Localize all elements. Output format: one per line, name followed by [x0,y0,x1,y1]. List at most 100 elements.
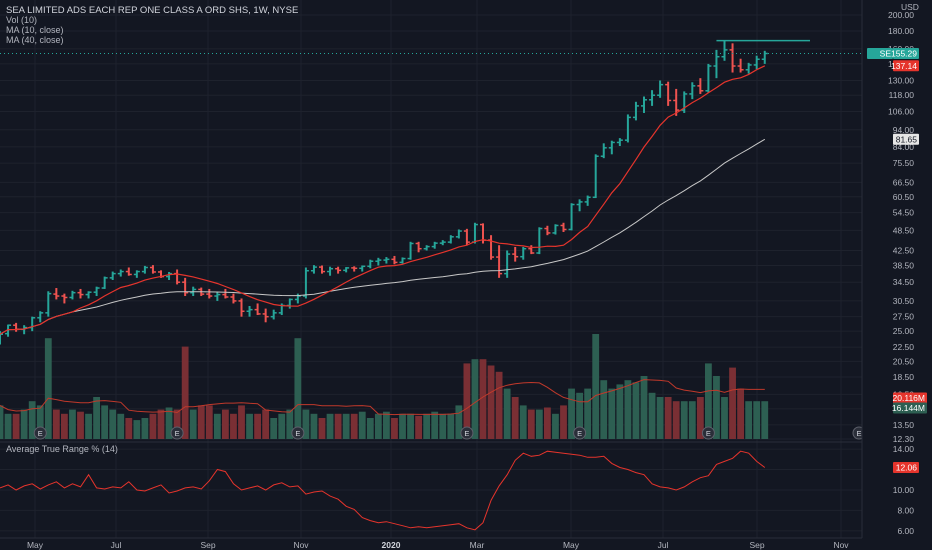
ohlc-bar[interactable] [463,228,470,246]
ohlc-bar[interactable] [85,291,92,299]
ohlc-bar[interactable] [335,266,342,274]
time-axis[interactable]: May Jul Sep Nov 2020 Mar May Jul Sep Nov [0,537,862,550]
price-axis[interactable]: 200.00180.00160.00145.00130.00118.00106.… [861,0,932,538]
ohlc-bar[interactable] [568,203,575,231]
earnings-marker[interactable]: E [460,426,474,440]
symbol-tag[interactable]: SE [867,47,893,59]
ohlc-bar[interactable] [592,154,599,199]
ohlc-bar[interactable] [520,246,527,260]
ohlc-bar[interactable] [141,265,148,274]
ohlc-bar[interactable] [61,293,68,304]
ohlc-bar[interactable] [254,303,261,316]
ohlc-bar[interactable] [641,96,647,113]
ohlc-bar[interactable] [319,265,325,274]
ohlc-bar[interactable] [504,250,511,278]
indicator-label-vol[interactable]: Vol (10) [6,15,37,25]
ohlc-bar[interactable] [166,271,173,281]
earnings-marker[interactable]: E [33,426,47,440]
ohlc-bar[interactable] [367,259,374,269]
ohlc-bar[interactable] [262,308,269,323]
ohlc-bar[interactable] [729,43,736,73]
ohlc-bar[interactable] [753,55,760,70]
ohlc-bar[interactable] [608,140,615,155]
ohlc-bar[interactable] [327,266,334,276]
atr-pane-title[interactable]: Average True Range % (14) [6,444,118,454]
ohlc-bar[interactable] [560,222,567,232]
earnings-marker[interactable]: E [291,426,305,440]
ohlc-bar[interactable] [214,292,221,301]
ohlc-bar[interactable] [407,241,414,260]
ohlc-bar[interactable] [391,255,398,265]
earnings-marker[interactable]: E [701,426,715,440]
ohlc-bar[interactable] [359,265,366,272]
ma10-tag[interactable]: 137.14 [891,60,919,72]
ohlc-bar[interactable] [117,269,124,277]
ohlc-bar[interactable] [745,62,752,74]
ohlc-bar[interactable] [399,257,406,264]
ohlc-bar[interactable] [600,143,607,159]
ohlc-bar[interactable] [246,305,253,317]
ohlc-bar[interactable] [415,241,422,253]
ohlc-bar[interactable] [101,276,108,289]
ohlc-bar[interactable] [206,288,213,299]
ohlc-bar[interactable] [624,114,631,143]
volume-tag[interactable]: 16.144M [892,402,927,414]
ohlc-bar[interactable] [447,235,454,244]
ohlc-bar[interactable] [673,88,680,116]
indicator-label-ma10[interactable]: MA (10, close) [6,25,64,35]
earnings-marker[interactable]: E [170,426,184,440]
ohlc-bar[interactable] [343,267,350,273]
ohlc-bar[interactable] [632,101,639,121]
ohlc-bar[interactable] [149,265,156,274]
ohlc-bar[interactable] [649,90,656,106]
ohlc-bar[interactable] [455,229,462,239]
atr-tag[interactable]: 12.06 [893,462,919,473]
ohlc-bar[interactable] [5,324,12,337]
ohlc-bar[interactable] [697,78,704,94]
ohlc-bar[interactable] [238,298,245,317]
ohlc-bar[interactable] [375,257,382,266]
earnings-marker[interactable]: E [573,426,587,440]
ma40-tag[interactable]: 81.65 [893,133,919,145]
ohlc-bar[interactable] [512,246,519,262]
ohlc-bar[interactable] [93,286,100,297]
ohlc-bar[interactable] [109,271,116,281]
ohlc-bar[interactable] [657,80,664,98]
ohlc-bar[interactable] [616,138,623,146]
ohlc-bar[interactable] [351,266,358,272]
ohlc-bar[interactable] [53,288,60,300]
ohlc-bar[interactable] [69,290,76,300]
ohlc-bar[interactable] [544,225,551,236]
ohlc-bar[interactable] [230,293,237,304]
ohlc-bar[interactable] [737,58,744,73]
ohlc-bar[interactable] [665,81,672,106]
ohlc-bar[interactable] [439,240,446,246]
ohlc-bar[interactable] [423,245,430,251]
ohlc-bar[interactable] [270,309,277,320]
ohlc-bar[interactable] [77,288,84,299]
ohlc-bar[interactable] [713,49,720,79]
ohlc-bar[interactable] [310,265,317,274]
ohlc-bar[interactable] [705,63,712,93]
ohlc-bar[interactable] [576,199,583,212]
ohlc-bar[interactable] [689,82,696,100]
ohlc-bar[interactable] [37,311,44,323]
ohlc-bar[interactable] [222,288,229,299]
volume-ma-tag[interactable]: 20.116M [893,392,927,404]
ohlc-bar[interactable] [552,224,559,235]
ohlc-bar[interactable] [383,257,390,264]
ohlc-bar[interactable] [536,227,543,255]
last-price-tag[interactable]: 155.29 [891,47,919,59]
ohlc-bar[interactable] [496,245,503,278]
ohlc-bar[interactable] [133,270,140,278]
ohlc-bar[interactable] [584,195,591,206]
ohlc-bar[interactable] [125,267,132,276]
ohlc-bar[interactable] [528,245,535,255]
indicator-label-ma40[interactable]: MA (40, close) [6,35,64,45]
ohlc-bar[interactable] [721,40,728,61]
ohlc-bar[interactable] [45,291,52,317]
ohlc-bar[interactable] [431,241,438,249]
ohlc-bar[interactable] [302,267,309,299]
